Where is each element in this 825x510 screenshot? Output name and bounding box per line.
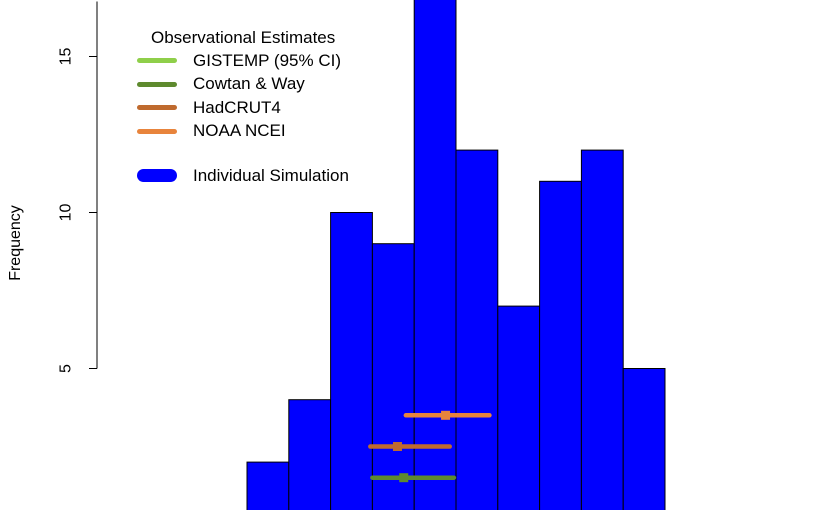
legend-swatch-individual-simulation	[137, 169, 177, 183]
histogram-bar	[371, 243, 415, 510]
obs-center-marker	[392, 442, 402, 451]
y-tick-label-10: 10	[58, 204, 75, 222]
legend-swatch-hadcrut4	[137, 105, 177, 111]
observation-ranges	[368, 410, 492, 483]
legend: Observational Estimates GISTEMP (95% CI)…	[137, 26, 387, 188]
legend-swatch-cowtan-way	[137, 81, 177, 87]
legend-spacer	[137, 143, 387, 164]
obs-center-marker	[399, 473, 409, 483]
histogram-bar	[580, 149, 624, 510]
legend-item-gistemp: GISTEMP (95% CI)	[137, 49, 387, 73]
y-tick-label-15: 15	[58, 48, 75, 66]
legend-item-noaa-ncei: NOAA NCEI	[137, 120, 387, 144]
histogram-bars	[246, 0, 666, 510]
histogram-bar	[413, 0, 457, 510]
y-axis: 5 10 15	[58, 1, 98, 373]
legend-label-cowtan-way: Cowtan & Way	[193, 74, 305, 94]
legend-item-individual-simulation: Individual Simulation	[137, 164, 387, 188]
legend-label-hadcrut4: HadCRUT4	[193, 97, 281, 117]
histogram-bar	[497, 305, 541, 510]
legend-item-cowtan-way: Cowtan & Way	[137, 73, 387, 97]
histogram-bar	[622, 368, 666, 510]
legend-swatch-gistemp	[137, 58, 177, 64]
y-tick-label-5: 5	[58, 364, 75, 373]
histogram-bar	[288, 399, 332, 510]
legend-label-noaa-ncei: NOAA NCEI	[193, 121, 286, 141]
legend-item-hadcrut4: HadCRUT4	[137, 96, 387, 120]
histogram-bar	[246, 461, 290, 510]
histogram-bar	[539, 180, 582, 510]
legend-label-gistemp: GISTEMP (95% CI)	[193, 50, 341, 70]
histogram-bar	[330, 212, 373, 510]
legend-title: Observational Estimates	[151, 28, 336, 47]
y-axis-label: Frequency	[7, 205, 24, 281]
obs-center-marker	[441, 410, 451, 420]
legend-swatch-noaa-ncei	[137, 128, 177, 134]
legend-label-individual-simulation: Individual Simulation	[193, 165, 349, 185]
histogram-bar	[455, 149, 499, 510]
